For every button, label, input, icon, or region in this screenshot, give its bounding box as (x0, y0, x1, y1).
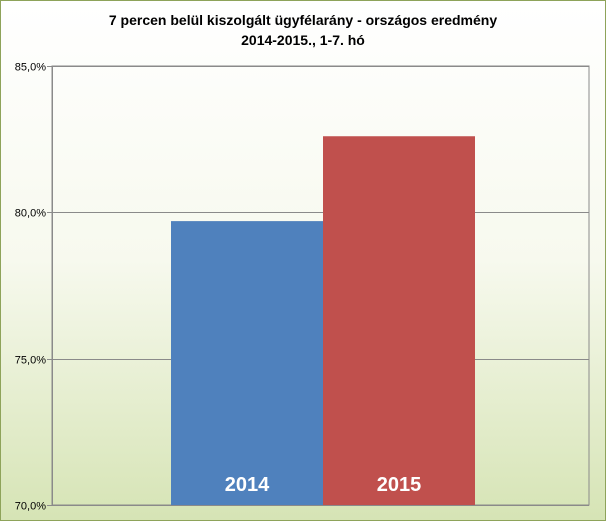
y-tick-label-1: 75,0% (15, 355, 46, 367)
bar-label-2015: 2015 (377, 474, 422, 496)
y-tick-label-2: 80,0% (15, 208, 46, 220)
chart-title-block: 7 percen belül kiszolgált ügyfélarány - … (1, 10, 605, 50)
bar-label-2014: 2014 (225, 474, 270, 496)
chart-subtitle: 2014-2015., 1-7. hó (241, 32, 365, 48)
y-tick-label-0: 70,0% (15, 501, 46, 513)
chart-title: 7 percen belül kiszolgált ügyfélarány - … (108, 12, 498, 28)
bar-2015 (323, 136, 475, 506)
y-tick-label-3: 85,0% (15, 62, 46, 74)
bar-2014 (171, 221, 323, 505)
